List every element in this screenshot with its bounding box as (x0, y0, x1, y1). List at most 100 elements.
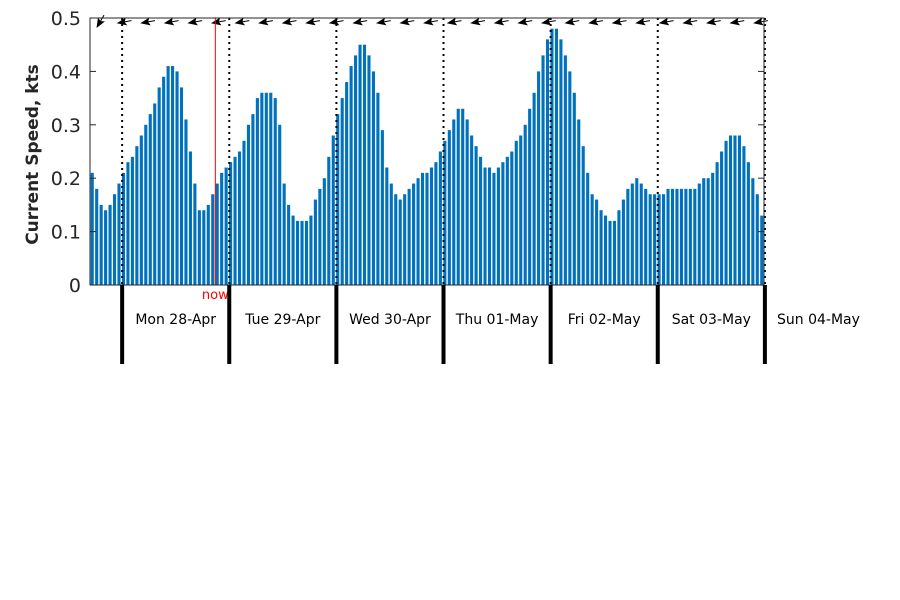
arrow-head-icon (96, 14, 105, 29)
bar (438, 151, 442, 285)
bar (171, 66, 175, 285)
bar (541, 55, 545, 285)
bar (130, 156, 134, 285)
bar (568, 71, 572, 286)
bar (282, 183, 286, 285)
bar (193, 183, 197, 285)
bar (175, 71, 179, 286)
bar (429, 167, 434, 285)
arrow-head-icon (352, 17, 368, 26)
bar (407, 188, 411, 285)
bar (412, 183, 416, 285)
bar (354, 55, 358, 285)
arrow-head-icon (281, 17, 297, 26)
arrow-head-icon (706, 17, 721, 26)
bar (416, 178, 420, 285)
bar (662, 194, 666, 285)
bar (586, 172, 590, 285)
y-tick-label: 0.3 (51, 115, 81, 137)
bar (644, 188, 648, 285)
bar (237, 151, 242, 285)
bar (403, 194, 407, 285)
bar (188, 151, 192, 285)
bar (487, 167, 492, 285)
bar (474, 146, 478, 285)
y-axis: 0 0.1 0.2 0.3 0.4 0.5 (51, 8, 764, 297)
arrow-head-icon (493, 17, 509, 26)
bar (724, 140, 728, 285)
day-label: Mon 28-Apr (135, 312, 216, 328)
bar (224, 167, 228, 285)
bar (514, 140, 518, 285)
bar (648, 194, 652, 285)
bar (144, 124, 148, 285)
bar (394, 194, 398, 285)
arrow-head-icon (376, 17, 391, 26)
bar (148, 114, 152, 286)
bar (760, 215, 764, 285)
bar (657, 194, 661, 285)
plot-area (89, 17, 765, 286)
bar (608, 220, 612, 285)
bar (220, 172, 224, 285)
bar (702, 178, 706, 285)
bar (376, 92, 380, 285)
bar (505, 156, 509, 285)
bar (751, 178, 755, 285)
bar (706, 178, 710, 285)
bar (90, 172, 94, 285)
bar (278, 124, 282, 285)
bar (197, 210, 201, 285)
now-marker-label: now (202, 288, 229, 303)
arrow-head-icon (658, 17, 674, 26)
bar (728, 135, 733, 285)
day-label: Thu 01-May (455, 312, 539, 328)
bar (737, 135, 742, 285)
bar (554, 28, 558, 286)
bar (443, 140, 447, 285)
bar (313, 199, 317, 285)
bar (510, 151, 514, 285)
bar (255, 98, 259, 285)
bar (528, 108, 532, 285)
bar (300, 220, 304, 285)
bar (537, 71, 541, 286)
bar (461, 108, 465, 285)
arrow-head-icon (541, 17, 556, 26)
arrow-head-icon (517, 17, 533, 26)
bar (367, 55, 371, 285)
bar (309, 215, 313, 285)
arrow-head-icon (116, 17, 132, 26)
bar (139, 135, 143, 285)
bar (447, 130, 451, 285)
bar (179, 87, 184, 285)
bar (581, 146, 585, 285)
bar (523, 124, 527, 285)
bar (336, 114, 340, 286)
bar (666, 188, 670, 285)
bar (630, 183, 634, 285)
direction-arrows (96, 14, 768, 29)
bar (496, 167, 500, 285)
bar (577, 119, 581, 286)
bar (653, 194, 657, 285)
y-axis-label: Current Speed, kts (23, 64, 43, 245)
bar (135, 146, 139, 285)
bar (112, 194, 117, 285)
bar (684, 188, 688, 285)
bar (295, 220, 300, 285)
bar (211, 194, 215, 285)
bar (563, 55, 567, 285)
bar (331, 135, 335, 285)
bar (206, 204, 210, 285)
bar (322, 178, 326, 285)
arrow-head-icon (729, 17, 745, 26)
arrow-head-icon (682, 17, 698, 26)
bar (362, 44, 367, 286)
arrow-head-icon (163, 17, 179, 26)
arrow-head-icon (423, 17, 438, 26)
bar (670, 188, 675, 285)
arrow-head-icon (470, 17, 486, 26)
bar (635, 178, 639, 285)
bar (260, 92, 264, 285)
